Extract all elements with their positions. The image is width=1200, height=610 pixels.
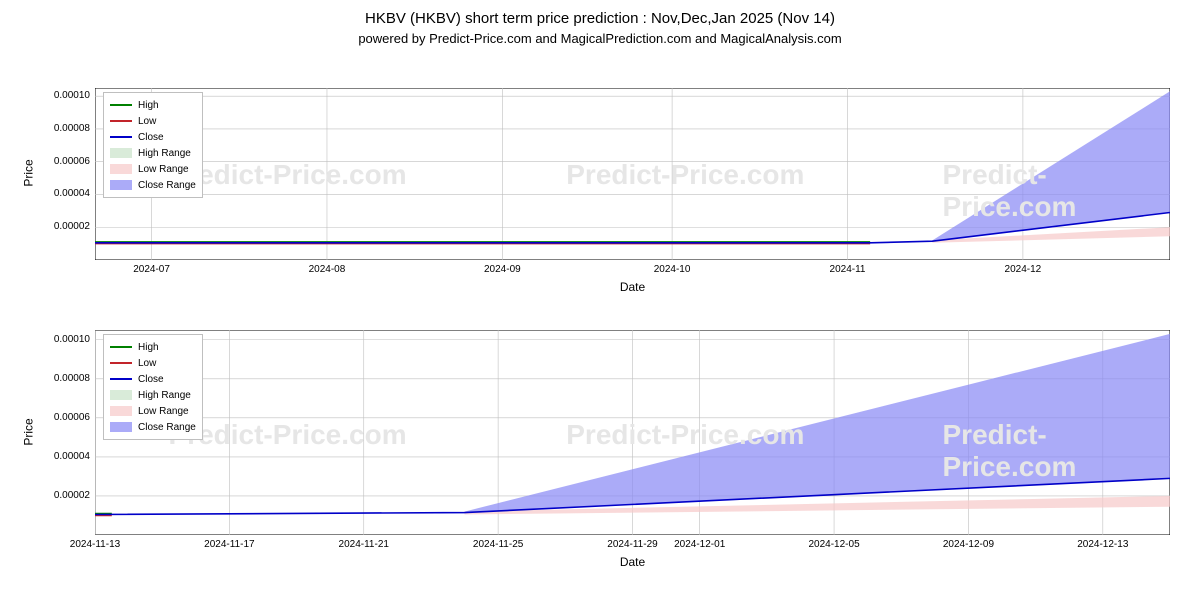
chart2-legend: HighLowCloseHigh RangeLow RangeClose Ran… [103,334,203,440]
chart2-plot-area: Predict-Price.comPredict-Price.comPredic… [95,330,1170,535]
chart-title: HKBV (HKBV) short term price prediction … [0,10,1200,27]
chart1-legend: HighLowCloseHigh RangeLow RangeClose Ran… [103,92,203,198]
chart1-svg [95,88,1170,260]
chart-subtitle: powered by Predict-Price.com and Magical… [0,31,1200,46]
chart1-plot-area: Predict-Price.comPredict-Price.comPredic… [95,88,1170,260]
chart1-ylabel: Price [22,159,36,186]
chart1-xlabel: Date [95,280,1170,294]
chart2-xlabel: Date [95,555,1170,569]
chart2-svg [95,330,1170,535]
chart2-ylabel: Price [22,418,36,445]
figure-container: HKBV (HKBV) short term price prediction … [0,10,1200,610]
